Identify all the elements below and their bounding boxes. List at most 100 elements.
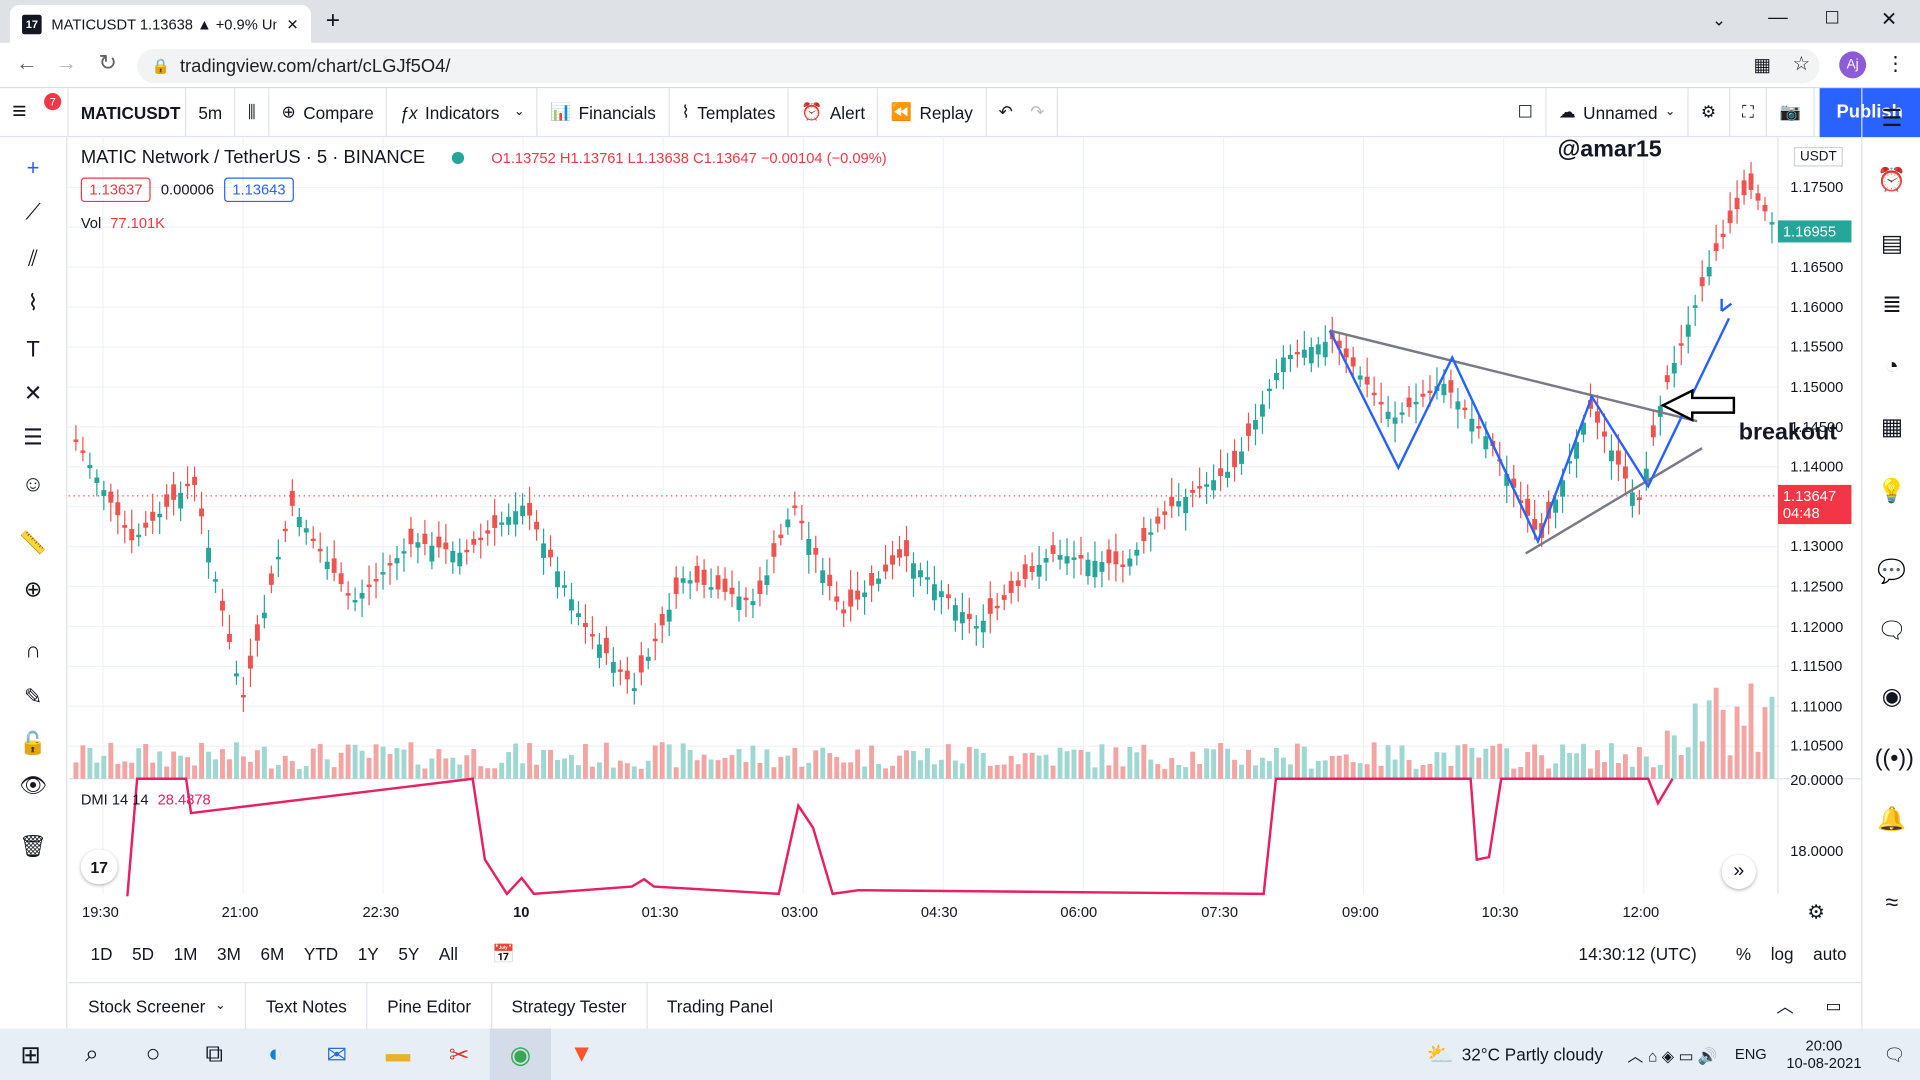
redo-icon[interactable]: ↷ (1030, 101, 1045, 122)
tab-pine-editor[interactable]: Pine Editor (368, 982, 492, 1030)
snipping-tool-icon[interactable]: ✂ (448, 1041, 470, 1069)
timeframe-1m[interactable]: 1M (173, 944, 198, 964)
mail-icon[interactable]: ✉ (326, 1041, 347, 1069)
tab-text-notes[interactable]: Text Notes (246, 982, 368, 1030)
timeframe-5y[interactable]: 5Y (398, 944, 420, 964)
close-window-icon[interactable]: ✕ (1880, 9, 1898, 31)
bid-price[interactable]: 1.13637 (80, 177, 152, 203)
snapshot-button[interactable]: 📷 (1767, 87, 1815, 137)
watchlist-icon[interactable]: ☰ (1881, 106, 1903, 133)
chat-icon[interactable]: 💬 (1877, 559, 1907, 586)
back-icon[interactable]: ← (15, 50, 38, 75)
ideas-icon[interactable]: 💡 (1877, 478, 1907, 505)
tradingview-logo-icon[interactable]: 17 (80, 849, 118, 885)
timeframe-1y[interactable]: 1Y (357, 944, 379, 964)
currency-label[interactable]: USDT (1793, 146, 1843, 167)
browser-menu-icon[interactable]: ⋮ (1885, 53, 1906, 75)
data-window-icon[interactable]: ▤ (1880, 231, 1903, 258)
cortana-icon[interactable]: ○ (145, 1040, 161, 1068)
alert-button[interactable]: ⏰ Alert (789, 87, 879, 137)
reload-icon[interactable]: ↻ (98, 50, 117, 75)
log-toggle[interactable]: log (1770, 944, 1794, 964)
brave-icon[interactable]: ▼ (569, 1040, 594, 1068)
timeframe-3m[interactable]: 3M (217, 944, 241, 964)
timeframe-ytd[interactable]: YTD (303, 944, 339, 964)
expand-icon[interactable]: ≈ (1885, 890, 1899, 916)
pattern-tool-icon[interactable]: ⌇ (27, 290, 39, 315)
undo-icon[interactable]: ↶ (998, 101, 1013, 122)
lock-drawings-icon[interactable]: ✎ (23, 684, 43, 709)
forward-icon[interactable]: → (55, 50, 78, 75)
tab-stock-screener[interactable]: Stock Screener ⌄ (69, 982, 247, 1030)
notifications-bell-icon[interactable]: 🔔 (1877, 806, 1907, 833)
ask-price[interactable]: 1.13643 (223, 177, 295, 203)
utc-clock[interactable]: 14:30:12 (UTC) (1578, 944, 1697, 964)
trash-icon[interactable]: 🗑 (19, 833, 48, 859)
edge-icon[interactable]: ◐ (268, 1040, 283, 1068)
timeframe-1d[interactable]: 1D (90, 944, 113, 964)
file-explorer-icon[interactable]: ▬ (385, 1040, 411, 1068)
text-tool-icon[interactable]: T (26, 336, 40, 362)
task-view-icon[interactable]: ⧉ (205, 1040, 224, 1068)
calendar-icon[interactable]: ◔ (1884, 353, 1899, 380)
search-icon[interactable]: ⌕ (84, 1040, 99, 1068)
tab-strategy-tester[interactable]: Strategy Tester (492, 982, 648, 1030)
percent-toggle[interactable]: % (1735, 944, 1752, 964)
browser-tab[interactable]: 17 MATICUSDT 1.13638 ▲ +0.9% Un ✕ (9, 4, 312, 43)
prediction-tool-icon[interactable]: ☰ (23, 424, 43, 450)
zoom-in-icon[interactable]: ⊕ (23, 576, 43, 602)
notification-center-icon[interactable]: 🗨 (1883, 1043, 1906, 1064)
tab-trading-panel[interactable]: Trading Panel (666, 996, 774, 1016)
streams-icon[interactable]: ◉ (1881, 684, 1903, 711)
chart-canvas[interactable] (68, 137, 1862, 935)
language-indicator[interactable]: ENG (1734, 1045, 1767, 1063)
auto-toggle[interactable]: auto (1813, 944, 1847, 964)
alerts-icon[interactable]: ⏰ (1877, 167, 1907, 194)
ruler-icon[interactable]: 📏 (19, 530, 47, 555)
bookmark-star-icon[interactable]: ☆ (1792, 53, 1811, 75)
scroll-to-realtime-icon[interactable]: » (1721, 854, 1756, 889)
weather-text[interactable]: 32°C Partly cloudy (1461, 1044, 1603, 1065)
clock[interactable]: 20:00 10-08-2021 (1786, 1037, 1861, 1071)
calendar-grid-icon[interactable]: ▦ (1880, 415, 1903, 441)
system-tray-icons[interactable]: ︿ ⌂ ◈ ▭ 🔊 (1627, 1046, 1718, 1065)
maximize-icon[interactable]: ☐ (1824, 7, 1840, 27)
maximize-panel-icon[interactable]: ▭ (1825, 995, 1842, 1016)
broadcast-icon[interactable]: ((•)) (1874, 745, 1914, 772)
layout-select-button[interactable]: ☐ (1505, 87, 1547, 137)
magnet-icon[interactable]: ∩ (25, 637, 41, 663)
install-app-icon[interactable]: ▦ (1753, 55, 1771, 76)
axis-settings-gear-icon[interactable]: ⚙ (1807, 902, 1825, 924)
interval-button[interactable]: 5m (186, 87, 236, 137)
trend-line-icon[interactable]: ⟋ (25, 199, 41, 225)
eye-icon[interactable]: 👁 (19, 772, 48, 798)
symbol-search-button[interactable]: MATICUSDT (69, 87, 187, 137)
main-menu-button[interactable]: ≡ 7 (0, 87, 69, 137)
shapes-tool-icon[interactable]: ✕ (23, 380, 43, 406)
close-tab-icon[interactable]: ✕ (286, 15, 299, 33)
date-range-icon[interactable]: 📅 (492, 944, 516, 965)
timeframe-6m[interactable]: 6M (260, 944, 285, 964)
chart-type-button[interactable]: ⫼ (236, 87, 270, 137)
lock-icon[interactable]: 🔓 (19, 731, 47, 756)
omnibox[interactable]: 🔒 tradingview.com/chart/cLGJf5O4/ (137, 48, 1820, 84)
replay-button[interactable]: ⏪ Replay (879, 87, 987, 137)
hotlists-icon[interactable]: ≣ (1882, 292, 1902, 319)
emoji-icon[interactable]: ☺ (21, 471, 45, 496)
minimize-icon[interactable]: — (1768, 7, 1788, 29)
compare-button[interactable]: ⊕ Compare (269, 87, 388, 137)
publish-button[interactable]: Publish (1819, 87, 1920, 137)
fullscreen-button[interactable]: ⛶ (1730, 87, 1768, 137)
financials-button[interactable]: 📊 Financials (538, 87, 670, 137)
crosshair-icon[interactable]: + (26, 155, 40, 181)
new-tab-icon[interactable]: + (325, 7, 341, 35)
indicators-button[interactable]: ƒx Indicators ⌄ (387, 87, 538, 137)
tab-search-icon[interactable]: ⌄ (1711, 9, 1727, 30)
profile-avatar[interactable]: Aj (1839, 51, 1867, 79)
settings-button[interactable]: ⚙ (1689, 87, 1730, 137)
chrome-icon[interactable]: ◉ (489, 1028, 552, 1080)
fib-tool-icon[interactable]: ⫽ (28, 246, 38, 271)
templates-button[interactable]: ⌇ Templates (669, 87, 789, 137)
windows-start-icon[interactable]: ⊞ (20, 1041, 41, 1069)
chevron-up-icon[interactable]: ︿ (1776, 996, 1794, 1016)
